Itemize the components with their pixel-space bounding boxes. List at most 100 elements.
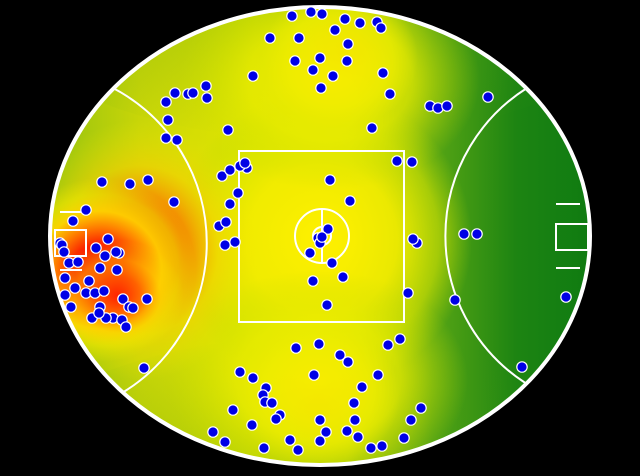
event-dot [124,178,136,190]
event-dot [142,174,154,186]
event-dot [216,170,228,182]
goal-square-right [555,223,589,251]
event-dot [326,257,338,269]
event-dot [304,247,316,259]
event-dot [67,215,79,227]
event-dot [314,52,326,64]
event-dot [320,426,332,438]
event-dot [160,132,172,144]
heat-bottom-fade [50,336,590,465]
event-dot [352,431,364,443]
event-dot [384,88,396,100]
event-dot [171,134,183,146]
event-dot [376,440,388,452]
event-dot [96,176,108,188]
event-dot [224,164,236,176]
event-dot [102,233,114,245]
heat-top-fade [50,7,590,140]
event-dot [366,122,378,134]
event-dot [307,64,319,76]
event-dot [293,32,305,44]
event-dot [219,239,231,251]
event-dot [342,38,354,50]
event-dot [305,6,317,18]
event-dot [247,70,259,82]
event-dot [117,293,129,305]
event-dot [222,124,234,136]
event-dot [234,366,246,378]
event-dot [247,372,259,384]
event-dot [402,287,414,299]
event-dot [382,339,394,351]
event-dot [405,414,417,426]
field-markings [48,5,592,467]
event-dot [200,80,212,92]
event-dot [127,302,139,314]
event-dot [391,155,403,167]
event-dot [560,291,572,303]
event-dot [220,216,232,228]
event-dot [349,414,361,426]
event-dot [314,435,326,447]
event-dot [219,436,231,448]
event-dot [187,87,199,99]
event-dot [334,349,346,361]
event-dot [99,250,111,262]
event-dot [94,262,106,274]
event-dot [342,356,354,368]
event-dot [329,24,341,36]
event-dot [339,13,351,25]
event-dot [482,91,494,103]
event-dot [316,8,328,20]
event-dot [239,157,251,169]
event-dot [407,233,419,245]
event-dot [341,55,353,67]
event-dot [207,426,219,438]
event-dot [316,231,328,243]
event-dot [58,246,70,258]
event-dot [59,289,71,301]
event-dot [286,10,298,22]
event-dot [284,434,296,446]
event-dot [341,425,353,437]
event-dot [168,196,180,208]
event-dot [314,414,326,426]
event-dot [232,187,244,199]
event-dot [365,442,377,454]
event-dot [441,100,453,112]
heat-hotspot-bottom-wing-wide [168,270,468,465]
event-dot [289,55,301,67]
event-dot [354,17,366,29]
oval-boundary [48,5,592,467]
event-dot [266,397,278,409]
event-dot [264,32,276,44]
event-dot [169,87,181,99]
event-dot [415,402,427,414]
event-dot [59,272,71,284]
event-dot [83,275,95,287]
event-dot [324,174,336,186]
event-dot [394,333,406,345]
event-dot [270,413,282,425]
event-dot [449,294,461,306]
event-dot [348,397,360,409]
event-dot [160,96,172,108]
event-dot [65,301,77,313]
arcs-and-lines [54,87,589,399]
event-dot [398,432,410,444]
event-dot [120,321,132,333]
event-dot [406,156,418,168]
event-dot [356,381,368,393]
heat-hotspot-left-goal-front [52,240,184,352]
event-dot [315,82,327,94]
event-dot [337,271,349,283]
event-dot [290,342,302,354]
event-dot [110,246,122,258]
event-dot [69,282,81,294]
event-dot [372,369,384,381]
event-dot [458,228,470,240]
event-dot [377,67,389,79]
event-dot [72,256,84,268]
